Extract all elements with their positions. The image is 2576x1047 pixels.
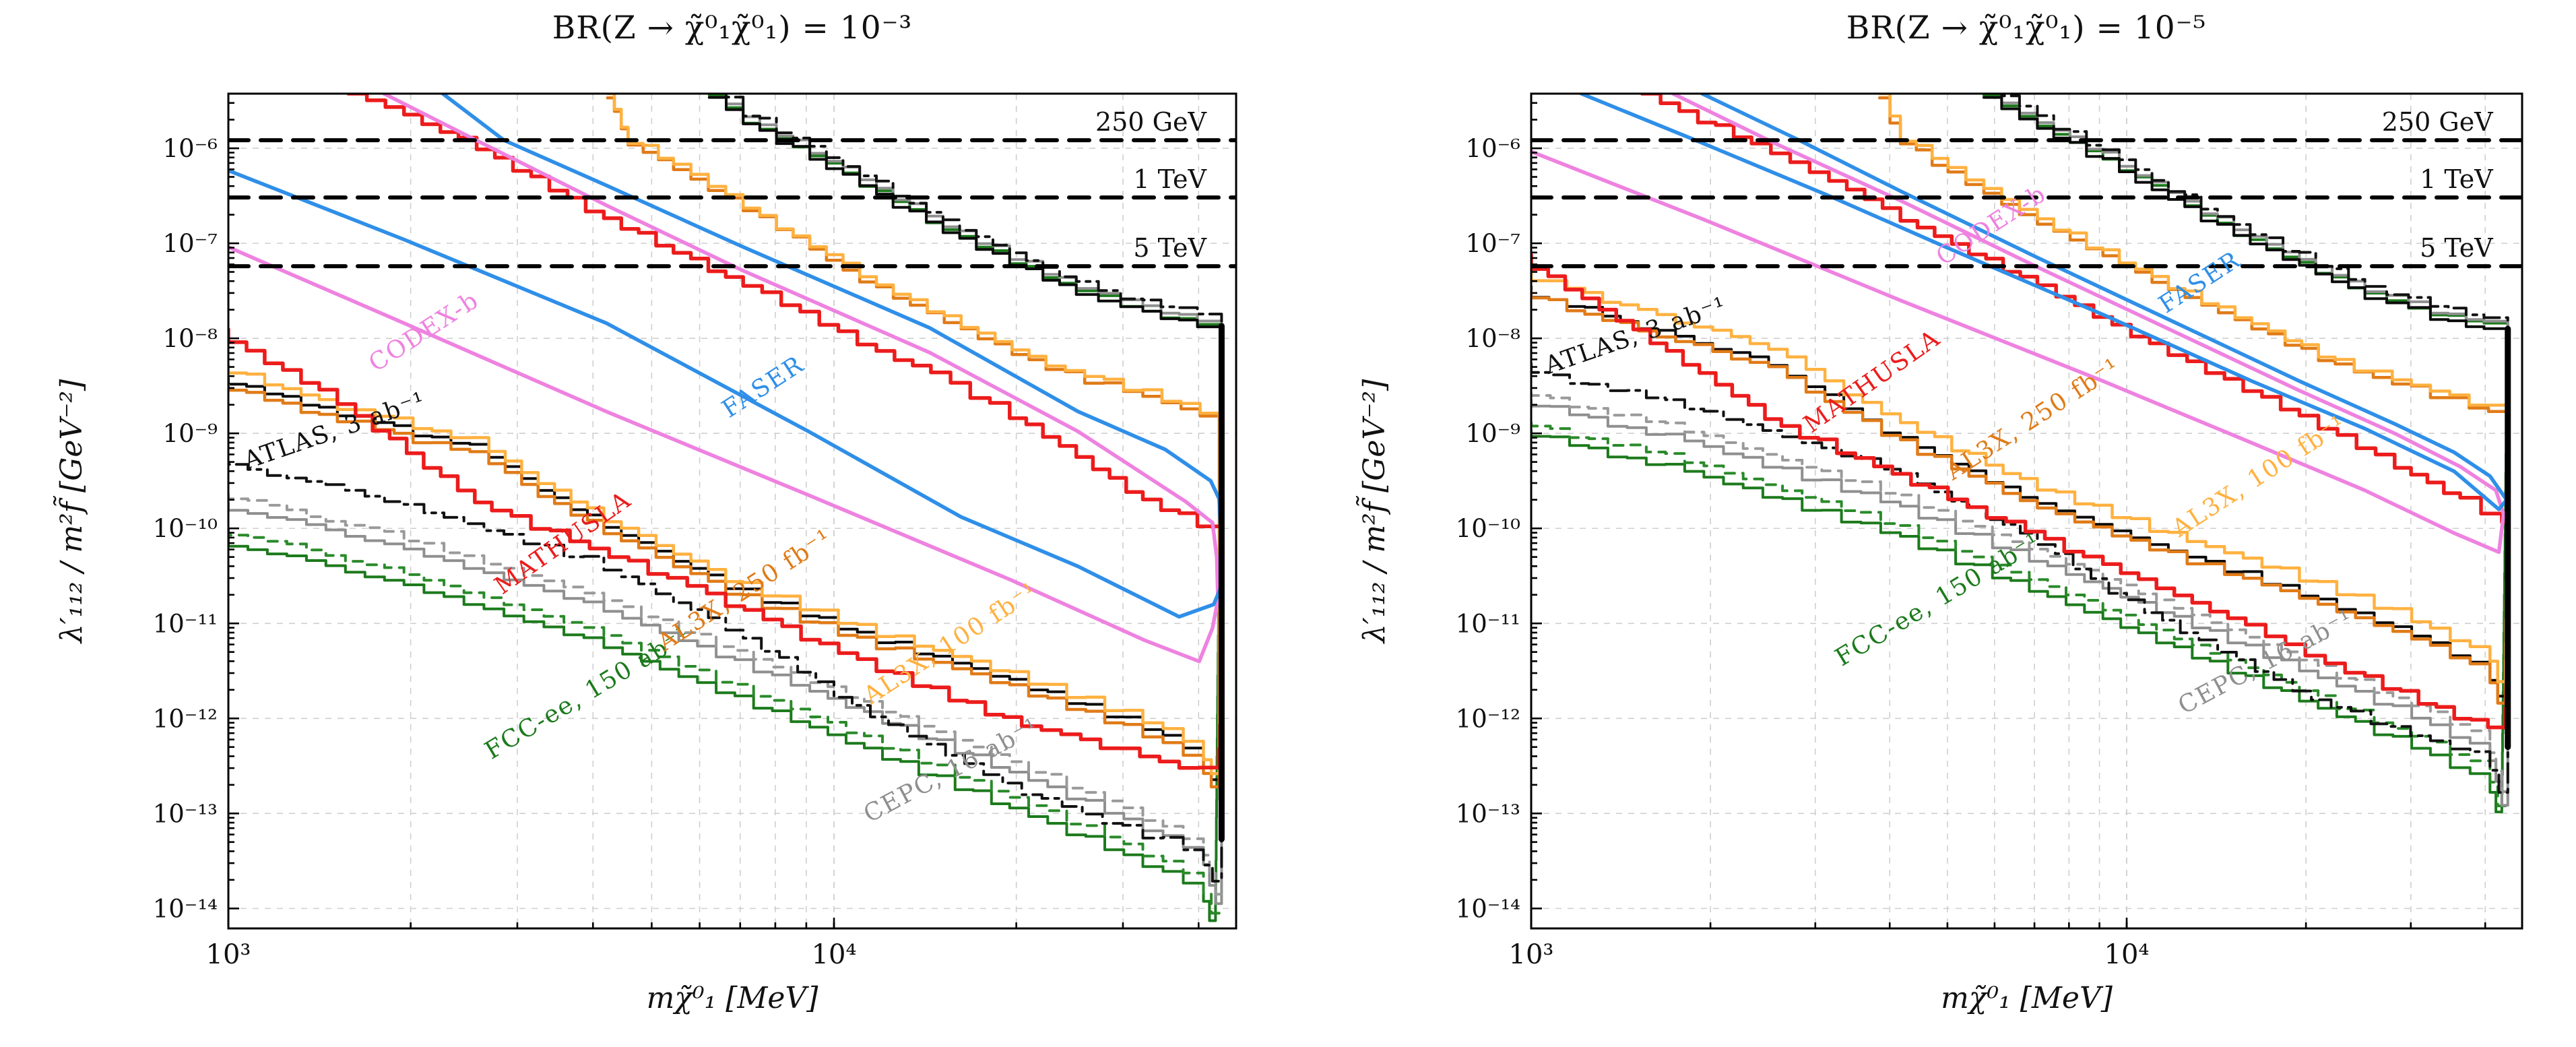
curve-FCC-ee-dashed-right	[1531, 416, 2507, 808]
x-tick-left: 10⁴	[812, 939, 857, 970]
x-axis-label-left: mχ̃⁰₁ [MeV]	[647, 981, 819, 1015]
curve-CODEX-b-left	[228, 94, 1220, 664]
ref-label-5-TeV-right: 5 TeV	[2420, 233, 2493, 263]
y-tick-left: 10⁻¹⁰	[153, 514, 218, 543]
y-tick-left: 10⁻¹³	[153, 799, 218, 828]
plot-frame-right	[1530, 92, 2523, 930]
curve-label-FASER-left: FASER	[717, 350, 809, 423]
curve-black-contour-left	[228, 96, 1223, 782]
curve-black-contour-right	[1531, 96, 2509, 698]
ref-label-250-GeV-right: 250 GeV	[2382, 107, 2493, 137]
y-tick-left: 10⁻¹⁴	[153, 894, 218, 923]
y-axis-label-left: λ′₁₁₂ / m²f̃ [GeV⁻²]	[52, 379, 89, 644]
ticks-left	[227, 102, 1200, 928]
y-tick-right: 10⁻¹⁰	[1456, 514, 1520, 543]
ref-label-250-GeV-left: 250 GeV	[1095, 107, 1206, 137]
x-axis-label-right: mχ̃⁰₁ [MeV]	[1941, 981, 2113, 1015]
y-tick-right: 10⁻⁹	[1466, 419, 1520, 448]
panel-left-title: BR(Z → χ̃⁰₁χ̃⁰₁) = 10⁻³	[552, 9, 913, 46]
curve-label-AL3X-100-right: AL3X, 100 fb⁻¹	[2167, 410, 2352, 543]
curve-ATLAS-right	[1531, 94, 2509, 794]
y-tick-right: 10⁻¹¹	[1456, 609, 1520, 638]
curve-ATLAS-left	[228, 94, 1223, 883]
curve-AL3X-100-left	[228, 94, 1221, 775]
curve-CEPC-solid-left	[228, 94, 1223, 906]
y-tick-right: 10⁻¹³	[1456, 799, 1520, 828]
y-tick-right: 10⁻⁷	[1466, 229, 1520, 258]
ref-label-1-TeV-right: 1 TeV	[2420, 164, 2493, 194]
curve-FCC-ee-dashed-left	[228, 527, 1221, 915]
curve-AL3X-100-right	[1531, 94, 2510, 684]
curve-label-AL3X-250-right: AL3X, 250 fb⁻¹	[1941, 353, 2125, 486]
ref-label-5-TeV-left: 5 TeV	[1133, 233, 1206, 263]
curve-CEPC-dashed-right	[1531, 385, 2509, 793]
y-axis-label-right: λ′₁₁₂ / m²f̃ [GeV⁻²]	[1355, 379, 1392, 644]
plot-frame-left	[227, 92, 1237, 930]
curve-AL3X-250-right	[1531, 96, 2510, 705]
y-tick-right: 10⁻⁶	[1466, 134, 1520, 163]
grid-left	[228, 94, 1236, 928]
curve-label-CODEX-b-left: CODEX-b	[364, 286, 484, 378]
y-tick-left: 10⁻¹²	[153, 704, 218, 733]
x-tick-right: 10³	[1509, 939, 1554, 970]
ticks-right	[1530, 102, 2486, 928]
curve-CODEX-b-right	[1531, 94, 2506, 554]
y-tick-right: 10⁻⁸	[1466, 324, 1520, 353]
curve-CEPC-dashed-left	[228, 493, 1223, 896]
ref-label-1-TeV-left: 1 TeV	[1133, 164, 1206, 194]
y-tick-left: 10⁻⁸	[163, 324, 218, 353]
x-tick-left: 10³	[206, 939, 251, 970]
panel-right-title: BR(Z → χ̃⁰₁χ̃⁰₁) = 10⁻⁵	[1846, 9, 2207, 46]
x-tick-right: 10⁴	[2104, 939, 2150, 970]
y-tick-left: 10⁻⁹	[163, 419, 218, 448]
y-tick-left: 10⁻⁶	[163, 134, 218, 163]
curve-FCC-ee-solid-left	[228, 94, 1223, 922]
y-tick-left: 10⁻¹¹	[153, 609, 218, 638]
y-tick-left: 10⁻⁷	[163, 229, 218, 258]
y-tick-right: 10⁻¹²	[1456, 704, 1520, 733]
y-tick-right: 10⁻¹⁴	[1456, 894, 1520, 923]
